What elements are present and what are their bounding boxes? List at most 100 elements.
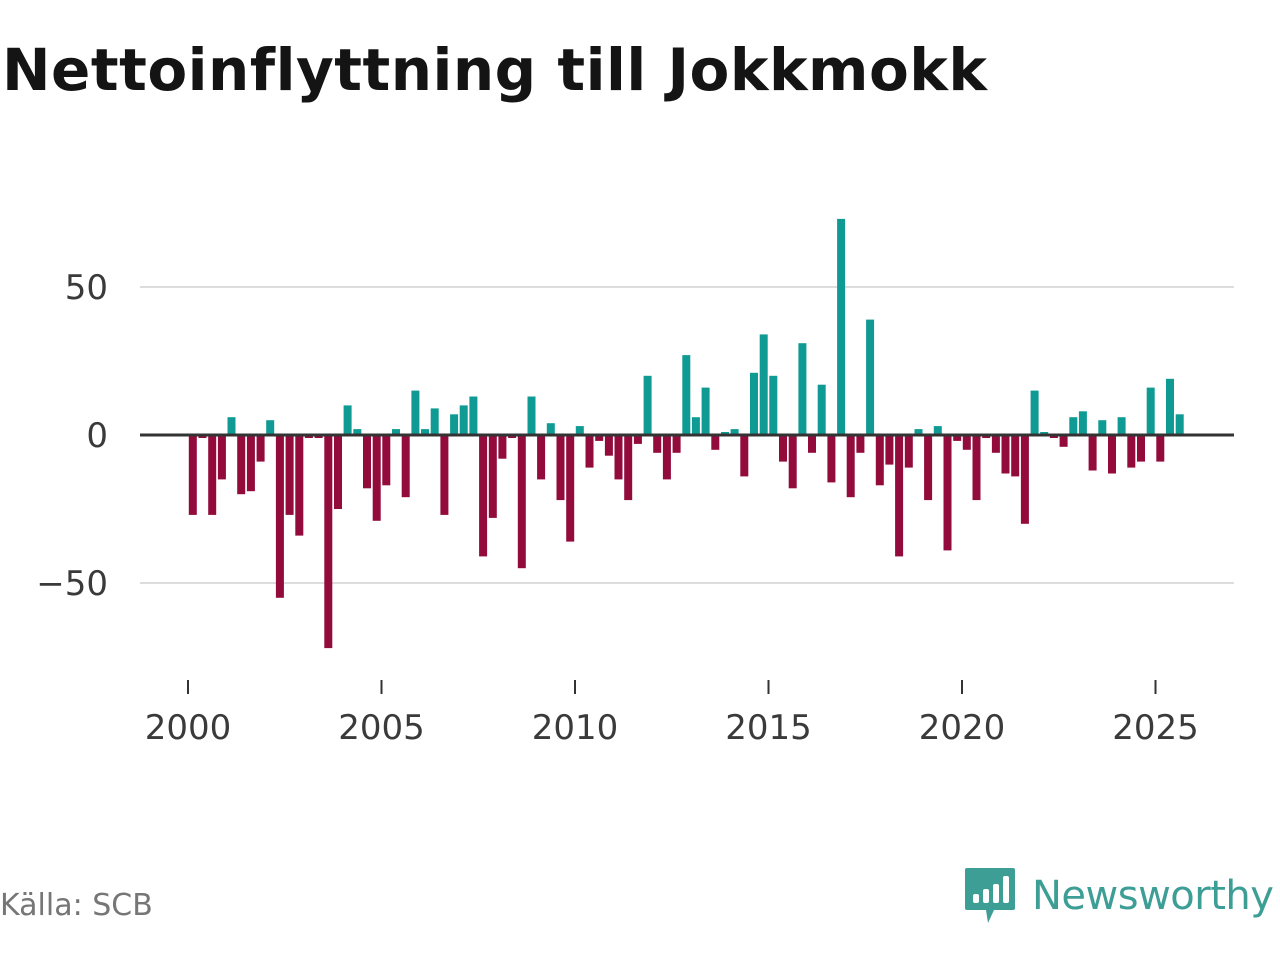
bar [1001,435,1010,474]
bar [1117,417,1126,435]
bar [488,435,497,518]
bar [653,435,662,453]
bar [662,435,671,480]
bar [266,420,275,435]
bar [1127,435,1136,468]
bar [285,435,294,515]
x-tick-label: 2025 [1112,708,1199,748]
bar [430,408,439,435]
bar [701,387,710,435]
bar [837,218,846,435]
source-note: Källa: SCB [0,888,153,923]
y-tick-label: −50 [36,564,108,604]
bar [866,319,875,435]
x-tick-label: 2000 [145,708,232,748]
bar [779,435,787,462]
bar [498,435,507,459]
bars [188,218,1184,649]
bar [295,435,304,536]
bar [817,384,826,435]
bar [1069,417,1078,435]
bar [469,396,478,435]
bar [440,435,449,515]
bar [363,435,371,489]
brand-logo: Newsworthy [964,866,1274,926]
bar [401,435,410,498]
bar [798,343,807,435]
bar [924,435,933,501]
bar [256,435,265,462]
x-tick-label: 2010 [532,708,619,748]
bar [556,435,565,501]
bar [1088,435,1097,471]
bar [730,429,739,435]
bar [1137,435,1145,462]
bar [750,372,758,435]
bar [875,435,884,486]
bar [585,435,594,468]
bar [846,435,855,498]
bar [643,375,652,435]
bar [334,435,342,509]
bar [343,405,352,435]
bar [604,435,613,456]
bar [217,435,226,480]
bar [672,435,681,453]
bar [382,435,391,486]
bar [759,334,768,435]
bar [275,435,284,598]
bar [624,435,633,501]
brand-name: Newsworthy [1032,873,1274,919]
bar [1011,435,1020,477]
bar [392,429,400,435]
bar [914,429,923,435]
bar [933,426,942,435]
bar [595,435,604,441]
bar [575,426,584,435]
bar [972,435,981,501]
bar [1030,390,1039,435]
bar [953,435,962,441]
bar [904,435,913,468]
y-tick-label: 0 [86,416,108,456]
bar [450,414,459,435]
bar [537,435,546,480]
bar [788,435,797,489]
bar [711,435,720,450]
bar [237,435,246,495]
bar [895,435,904,557]
bar [808,435,816,453]
bar [827,435,836,483]
bar [208,435,217,515]
bar [1156,435,1165,462]
bar [1175,414,1184,435]
bar [566,435,575,542]
bar [246,435,255,492]
bar [1020,435,1029,524]
bar [856,435,865,453]
bar [372,435,381,521]
bar [324,435,333,649]
chart-title: Nettoinflyttning till Jokkmokk [2,36,988,104]
y-tick-label: 50 [65,268,108,308]
x-tick-label: 2015 [725,708,812,748]
bar [1098,420,1107,435]
bar [188,435,197,515]
bar [527,396,536,435]
bar [633,435,642,444]
bar [459,405,468,435]
bar [353,429,362,435]
bar [885,435,894,465]
bar [769,375,778,435]
bar [1059,435,1068,447]
bar [1078,411,1087,435]
bar [614,435,623,480]
bar [1108,435,1116,474]
bar [943,435,952,551]
bar [991,435,1000,453]
bar [411,390,420,435]
bar [546,423,555,435]
bar [740,435,749,477]
